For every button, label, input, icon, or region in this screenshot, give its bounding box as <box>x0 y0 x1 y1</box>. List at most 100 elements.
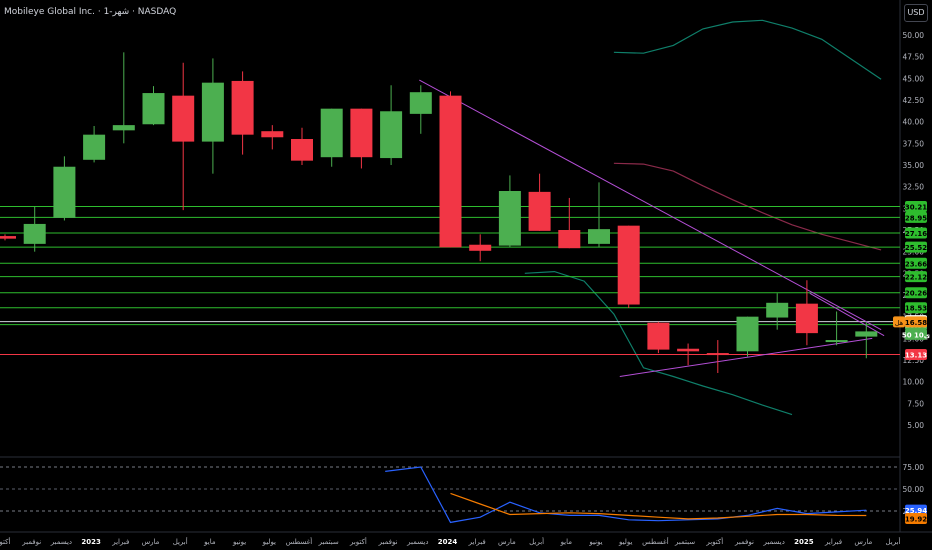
time-axis-label: نوفمبر <box>21 538 41 546</box>
time-axis-label: فبراير <box>824 538 842 546</box>
rsi-badge <box>905 504 927 516</box>
rsi-badge-label: 25.94 <box>905 507 927 515</box>
trend-line <box>619 337 873 377</box>
candle-body <box>261 131 284 138</box>
time-axis-label: أبريل <box>529 537 544 546</box>
time-axis-label: أبريل <box>173 537 188 546</box>
rsi-tick-label: 50.00 <box>903 485 925 494</box>
time-axis-label: 2025 <box>794 538 814 546</box>
price-badge-label: 22.12 <box>905 274 927 282</box>
candle-body <box>23 223 46 244</box>
candle-body <box>469 244 492 251</box>
rsi-line <box>385 466 867 524</box>
time-axis-label: سبتمبر <box>318 538 339 546</box>
candle-body <box>825 340 848 343</box>
price-tick-label: 42.50 <box>903 96 925 105</box>
price-tick-label: 32.50 <box>903 183 925 192</box>
time-axis-label: مايو <box>203 538 216 546</box>
time-axis-label: 2024 <box>438 538 458 546</box>
rsi-tick-label: 75.00 <box>903 463 925 472</box>
trend-line <box>809 292 885 337</box>
price-badge <box>905 271 927 283</box>
candle-body <box>172 95 195 142</box>
candle-body <box>320 108 343 158</box>
time-axis-label: أكتوبر <box>0 537 10 546</box>
time-axis-label: نوفمبر <box>734 538 754 546</box>
candle-body <box>647 322 670 350</box>
time-axis-label: أبريل <box>885 537 900 546</box>
time-axis-label: مايو <box>560 538 573 546</box>
candle-body <box>142 93 165 125</box>
time-axis-label: يونيو <box>588 538 602 546</box>
symbol-title: Mobileye Global Inc. · 1-شهر · NASDAQ <box>4 7 177 17</box>
price-badge <box>905 328 927 340</box>
price-tick-label: 10.00 <box>903 378 925 387</box>
price-badge-label: 25.52 <box>905 244 927 252</box>
price-badge <box>905 227 927 239</box>
trend-line <box>419 79 882 331</box>
marker-tag <box>893 316 905 328</box>
time-axis-label: يوليو <box>262 538 276 546</box>
upper-band-line <box>613 19 882 80</box>
time-axis-label: مارس <box>854 538 872 546</box>
time-axis-label: ديسمبر <box>406 538 428 546</box>
price-tick-label: 47.50 <box>903 53 925 62</box>
price-tick-label: 35.00 <box>903 161 925 170</box>
candle-body <box>439 95 462 248</box>
price-badge-label: 50 10ي <box>902 331 931 339</box>
candle-body <box>380 111 403 159</box>
candle-body <box>231 80 254 135</box>
time-axis-label: يونيو <box>232 538 246 546</box>
time-axis-label: مارس <box>142 538 160 546</box>
time-axis-label: ديسمبر <box>50 538 72 546</box>
candle-body <box>677 348 700 352</box>
price-badge <box>905 201 927 213</box>
time-axis-label: يوليو <box>618 538 632 546</box>
time-axis-label: أغسطس <box>286 537 313 546</box>
candle-body <box>201 82 224 142</box>
time-axis-label: ديسمبر <box>763 538 785 546</box>
price-badge-label: 23.66 <box>905 260 927 268</box>
candle-body <box>588 229 610 244</box>
time-axis-label: نوفمبر <box>378 538 398 546</box>
price-badge <box>905 349 927 361</box>
marker-badge-label: 16.58 <box>905 319 927 327</box>
time-axis-label: فبراير <box>468 538 486 546</box>
time-axis-label: 2023 <box>81 538 101 546</box>
candle-body <box>498 191 521 246</box>
candle-body <box>0 236 16 239</box>
candle-body <box>617 225 640 305</box>
price-badge <box>905 257 927 269</box>
price-tick-label: 50.00 <box>903 31 925 40</box>
time-axis-label: أكتوبر <box>705 537 723 546</box>
price-badge <box>905 211 927 223</box>
price-tick-label: 7.50 <box>907 399 924 408</box>
candle-body <box>855 331 878 337</box>
time-axis-label: سبتمبر <box>674 538 695 546</box>
candle-body <box>736 316 759 352</box>
price-badge <box>905 287 927 299</box>
price-badge <box>905 241 927 253</box>
candle-body <box>766 302 789 318</box>
time-axis-label: أغسطس <box>642 537 669 546</box>
price-tick-label: 40.00 <box>903 118 925 127</box>
price-badge-label: 28.95 <box>905 214 927 222</box>
time-axis-label: مارس <box>498 538 516 546</box>
price-badge-label: 13.13 <box>905 352 927 360</box>
price-badge-label: 20.26 <box>905 290 927 298</box>
price-badge-label: 18.53 <box>905 305 927 313</box>
candle-body <box>291 139 313 161</box>
price-tick-label: 37.50 <box>903 139 925 148</box>
time-axis-label: فبراير <box>111 538 129 546</box>
price-badge-label: 30.21 <box>905 204 927 212</box>
currency-button[interactable]: USD <box>904 4 928 22</box>
signal-badge <box>905 512 927 524</box>
price-tick-label: 45.00 <box>903 74 925 83</box>
candle-body <box>53 166 76 218</box>
candle-body <box>350 108 373 158</box>
price-badge-label: 27.16 <box>905 230 927 238</box>
marker-tag-label: هل <box>895 319 904 327</box>
time-axis-label: أكتوبر <box>349 537 367 546</box>
